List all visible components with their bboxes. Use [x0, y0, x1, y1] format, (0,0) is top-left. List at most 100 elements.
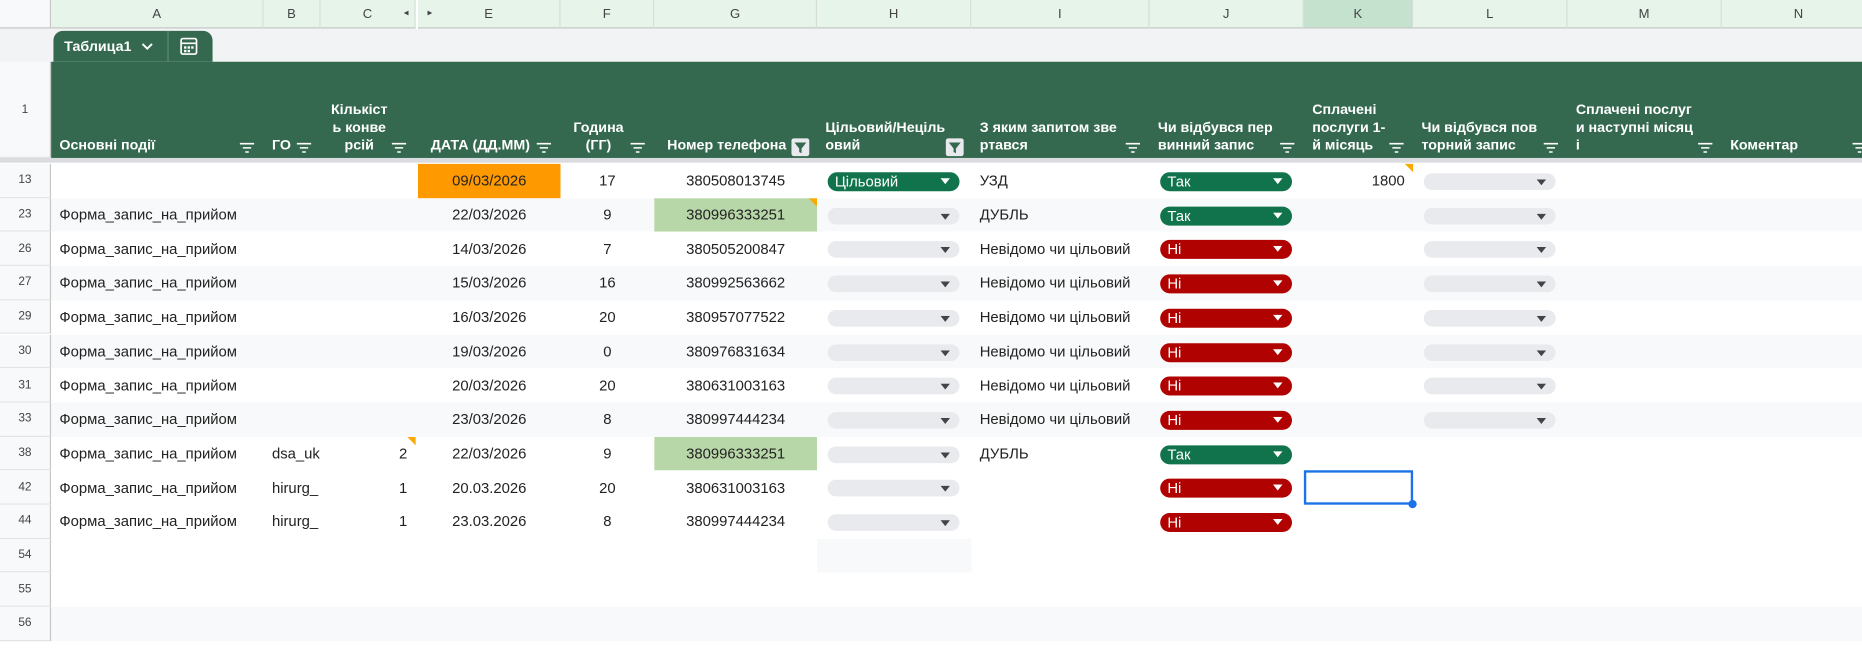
filter-button[interactable] [628, 138, 647, 157]
row-header[interactable]: 27 [0, 266, 52, 301]
row-header[interactable]: 13 [0, 163, 52, 198]
cell[interactable]: 20 [599, 308, 616, 326]
chip[interactable]: Так [1160, 444, 1292, 464]
chip[interactable]: Ні [1160, 513, 1292, 532]
cell[interactable]: Невідомо чи цільовий [979, 411, 1131, 428]
filter-button[interactable] [791, 138, 810, 157]
cell[interactable]: 8 [603, 411, 612, 428]
selection-handle[interactable] [1408, 499, 1417, 509]
chip[interactable]: Ні [1160, 274, 1292, 294]
header-cell[interactable]: Цільовий/Нецільовий [825, 118, 946, 154]
chip[interactable]: Ні [1160, 478, 1292, 498]
cell[interactable]: Невідомо чи цільовий [979, 240, 1131, 258]
header-cell[interactable]: Коментар [1730, 136, 1799, 154]
cell[interactable]: 20 [599, 377, 616, 394]
cell[interactable]: 380976831634 [686, 343, 786, 360]
cell[interactable]: Форма_запис_на_прийом [59, 274, 238, 292]
selected-cell[interactable] [1303, 470, 1414, 505]
chip[interactable]: Ні [1160, 240, 1292, 260]
column-header[interactable]: C [320, 0, 416, 29]
cell[interactable]: 20 [599, 479, 616, 496]
cell[interactable]: 380631003163 [686, 479, 786, 496]
cell[interactable]: 17 [599, 172, 616, 190]
header-cell[interactable]: ДАТА (ДД.ММ) [430, 136, 530, 154]
cell[interactable]: Невідомо чи цільовий [979, 308, 1131, 326]
dropdown[interactable] [827, 207, 960, 225]
filter-button[interactable] [1850, 138, 1862, 157]
header-cell[interactable]: Чи відбувся первинний запис [1157, 118, 1273, 154]
cell[interactable]: Форма_запис_на_прийом [59, 411, 238, 428]
cell[interactable]: 380957077522 [686, 308, 786, 326]
cell[interactable]: 22/03/2026 [452, 206, 527, 224]
dropdown[interactable] [1423, 241, 1556, 259]
row-header[interactable]: 54 [0, 538, 52, 573]
cell[interactable]: Невідомо чи цільовий [979, 377, 1131, 394]
table-menu-icon[interactable] [179, 37, 198, 56]
cell[interactable]: 19/03/2026 [452, 343, 527, 360]
row-header[interactable]: 42 [0, 470, 52, 505]
cell[interactable]: 16 [599, 274, 616, 292]
column-header[interactable]: B [263, 0, 321, 29]
dropdown[interactable] [1423, 173, 1556, 190]
cell[interactable]: 380631003163 [686, 377, 786, 394]
filter-button[interactable] [1387, 138, 1406, 157]
cell[interactable]: 09/03/2026 [418, 163, 561, 198]
cell[interactable]: Форма_запис_на_прийом [59, 343, 238, 360]
chip[interactable]: Так [1160, 172, 1292, 192]
filter-button[interactable] [390, 138, 409, 157]
cell[interactable]: 380997444234 [686, 411, 786, 428]
cell[interactable]: Невідомо чи цільовий [979, 274, 1131, 292]
column-header[interactable]: E [418, 0, 561, 29]
cell[interactable]: Форма_запис_на_прийом [59, 308, 238, 326]
column-header[interactable]: N [1721, 0, 1862, 29]
cell[interactable]: 22/03/2026 [452, 445, 527, 462]
row-header[interactable]: 33 [0, 402, 52, 437]
header-cell[interactable]: Номер телефона [667, 136, 787, 154]
chip[interactable]: Ні [1160, 308, 1292, 328]
row-header[interactable]: 26 [0, 232, 52, 267]
cell[interactable]: dsa_uk [271, 445, 320, 462]
chip[interactable]: Ні [1160, 342, 1292, 362]
cell[interactable]: Форма_запис_на_прийом [59, 513, 238, 531]
dropdown[interactable] [827, 241, 960, 259]
row-header[interactable]: 38 [0, 436, 52, 471]
chip[interactable]: Ні [1160, 410, 1292, 430]
dropdown[interactable] [1423, 309, 1556, 327]
cell[interactable]: Форма_запис_на_прийом [59, 240, 238, 258]
cell[interactable]: 380997444234 [686, 513, 786, 531]
chip[interactable]: Ні [1160, 376, 1292, 396]
column-header[interactable]: H [817, 0, 972, 29]
row-header[interactable]: 31 [0, 368, 52, 403]
cell[interactable]: 1800 [1371, 172, 1405, 190]
filter-button[interactable] [534, 138, 553, 157]
row-header[interactable]: 56 [0, 606, 52, 641]
header-cell[interactable]: Кількість конверсій [330, 100, 388, 154]
filter-button[interactable] [1123, 138, 1142, 157]
cell[interactable]: Невідомо чи цільовий [979, 343, 1131, 360]
cell[interactable]: hirurg_ [271, 479, 319, 496]
dropdown[interactable] [827, 275, 960, 293]
column-header[interactable]: K [1303, 0, 1414, 29]
dropdown[interactable] [1423, 377, 1556, 395]
cell[interactable]: Форма_запис_на_прийом [59, 377, 238, 394]
cell[interactable]: Форма_запис_на_прийом [59, 206, 238, 224]
filter-button[interactable] [945, 138, 964, 157]
cell[interactable]: 380996333251 [654, 197, 817, 233]
row-header[interactable]: 30 [0, 334, 52, 369]
header-cell[interactable]: ГО [271, 136, 291, 154]
cell[interactable]: 9 [603, 445, 612, 462]
header-cell[interactable]: Основні події [59, 136, 156, 154]
cell[interactable]: Форма_запис_на_прийом [59, 445, 238, 462]
header-cell[interactable]: Година (ГГ) [573, 118, 624, 154]
dropdown[interactable] [827, 343, 960, 361]
cell[interactable]: УЗД [979, 172, 1008, 190]
filter-button[interactable] [238, 138, 257, 157]
dropdown[interactable] [1423, 207, 1556, 225]
dropdown[interactable] [827, 411, 960, 429]
row-header[interactable]: 1 [0, 61, 52, 158]
dropdown[interactable] [1423, 343, 1556, 361]
column-header[interactable]: A [51, 0, 264, 29]
cell[interactable]: 380508013745 [686, 172, 786, 190]
cell[interactable]: 23/03/2026 [452, 411, 527, 428]
cell[interactable]: hirurg_ [271, 513, 319, 531]
